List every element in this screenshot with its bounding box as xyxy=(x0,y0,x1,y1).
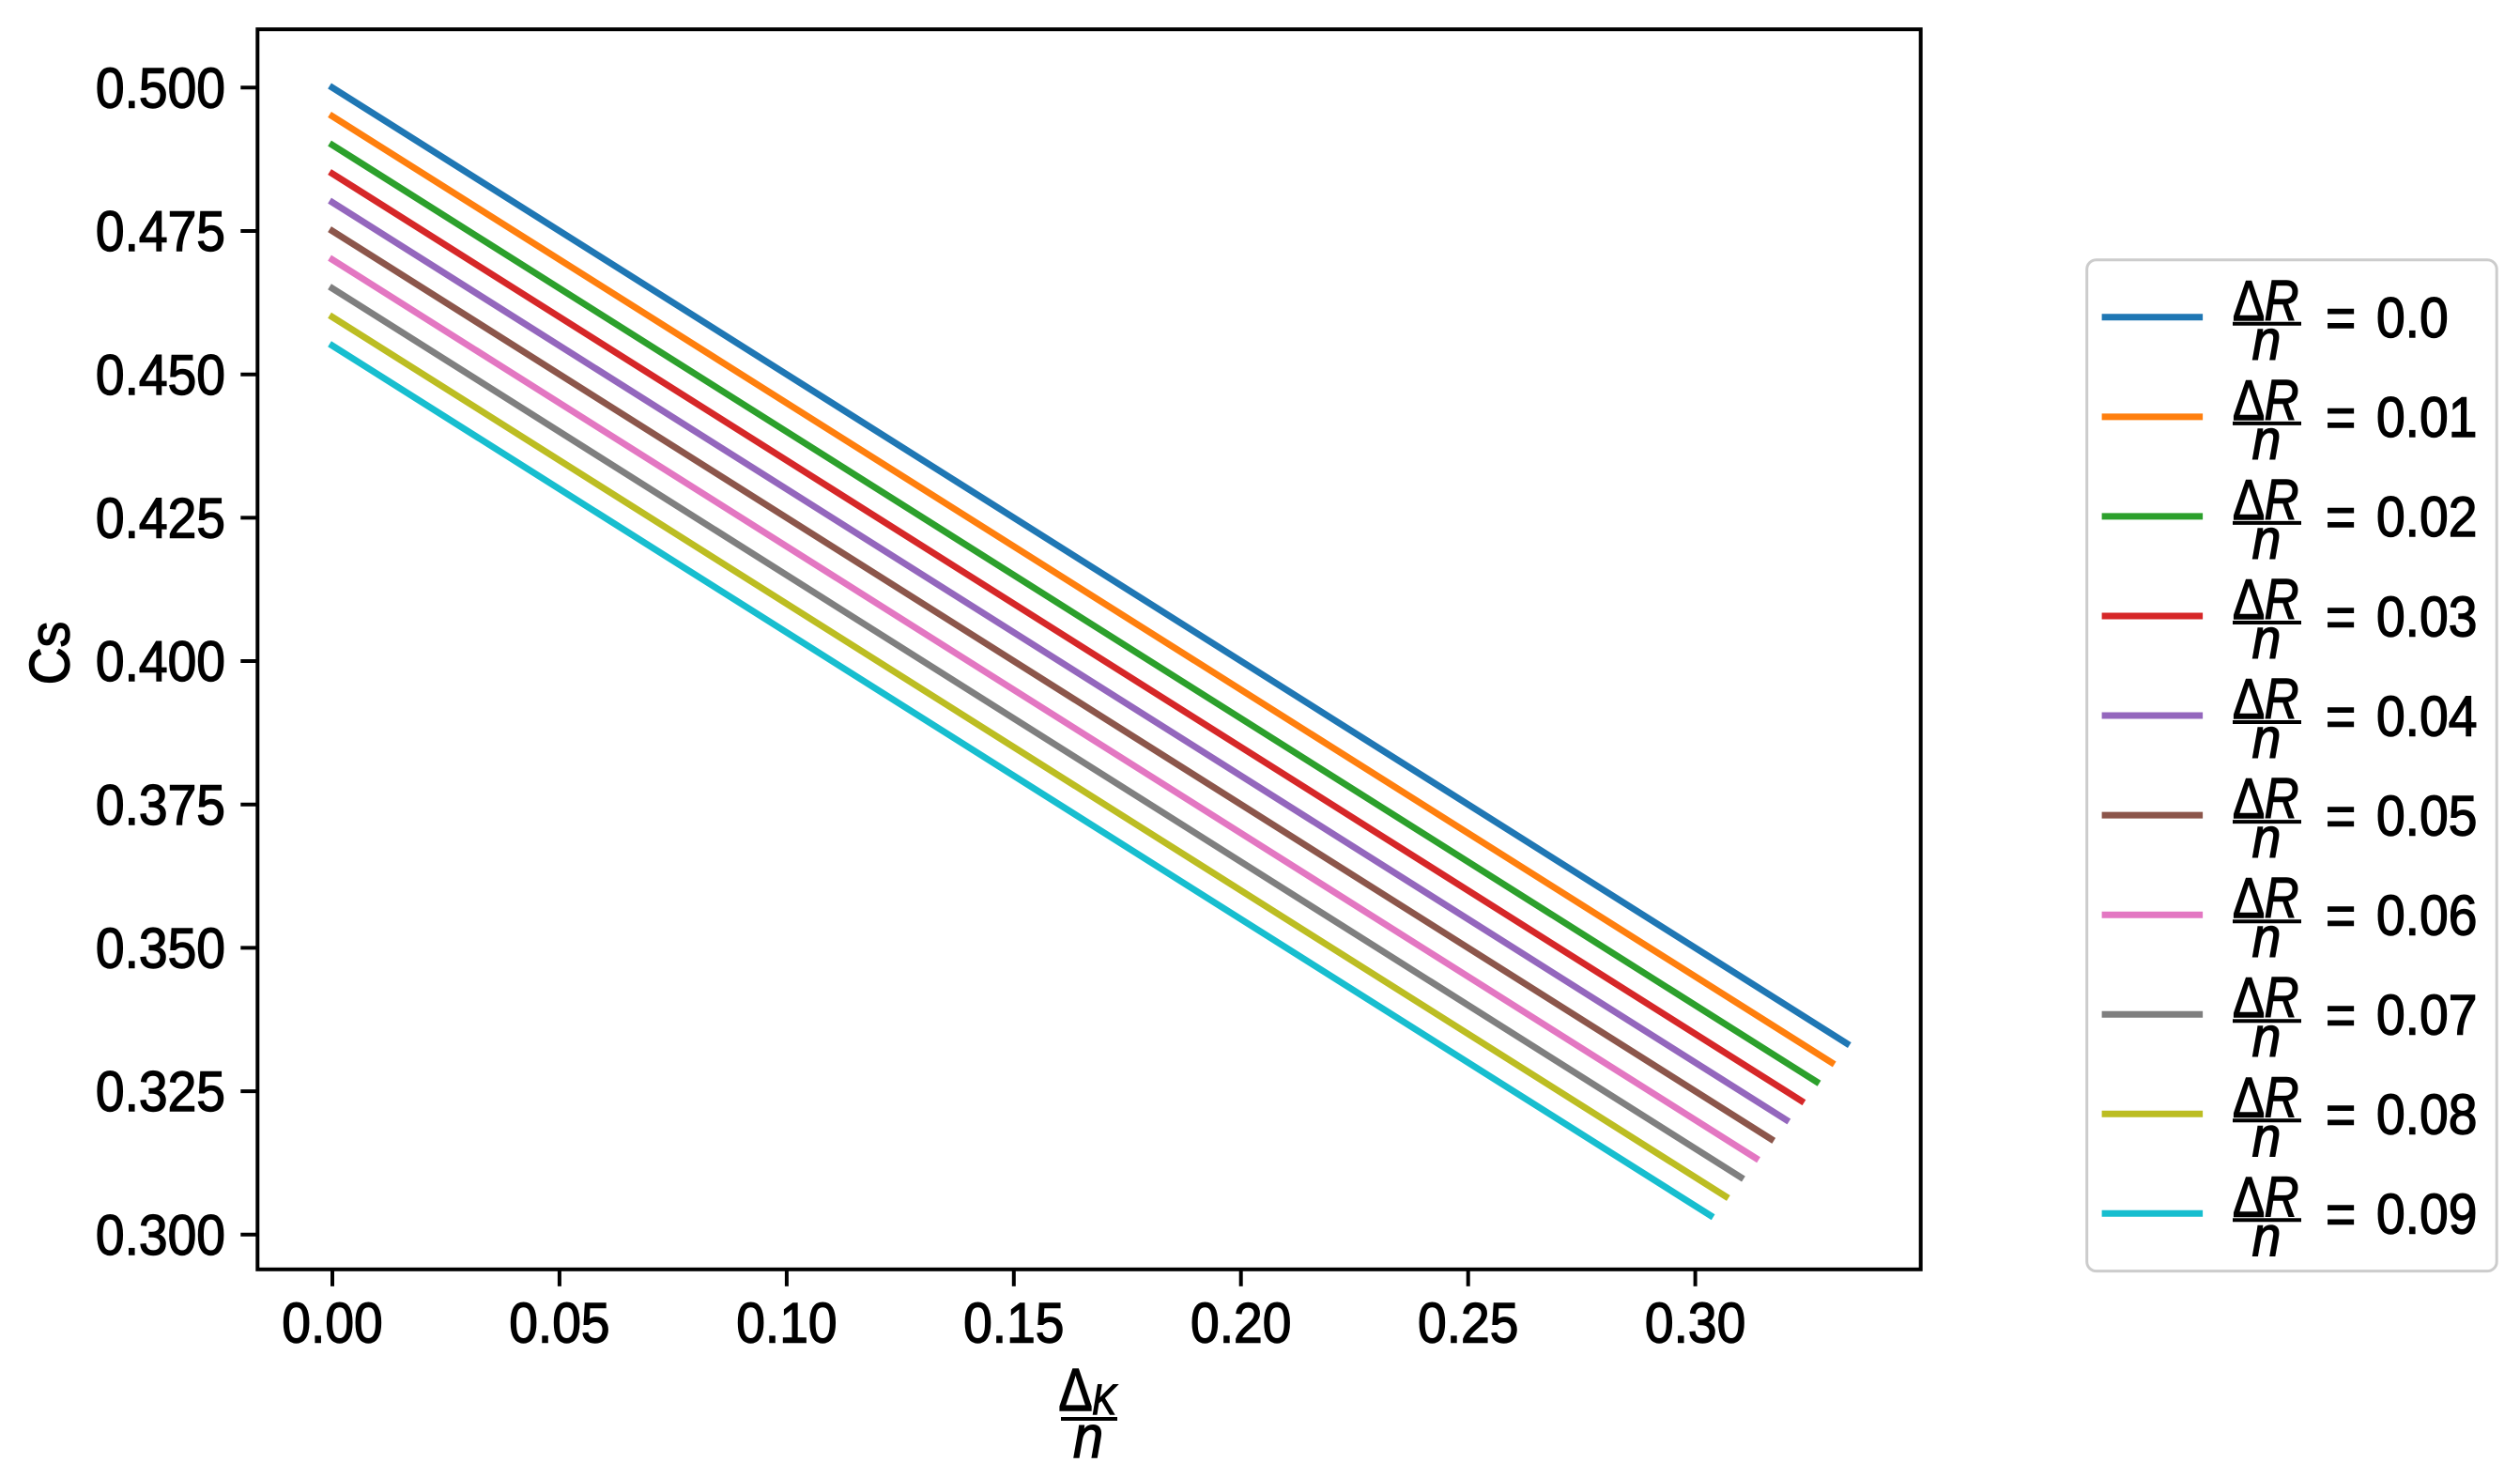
svg-text:0.04: 0.04 xyxy=(2376,685,2477,748)
svg-text:0.09: 0.09 xyxy=(2376,1184,2477,1247)
svg-text:n: n xyxy=(2252,1007,2282,1070)
svg-text:0.350: 0.350 xyxy=(96,917,225,980)
svg-text:Δ: Δ xyxy=(1058,1356,1092,1424)
svg-text:0.05: 0.05 xyxy=(509,1292,609,1355)
svg-text:=: = xyxy=(2326,287,2356,350)
svg-text:0.500: 0.500 xyxy=(96,57,225,120)
svg-text:n: n xyxy=(2252,509,2282,572)
svg-text:K: K xyxy=(1092,1376,1117,1424)
svg-text:=: = xyxy=(2326,785,2356,848)
svg-text:0.02: 0.02 xyxy=(2376,486,2477,549)
svg-text:R: R xyxy=(2265,469,2299,531)
svg-text:0.25: 0.25 xyxy=(1418,1292,1518,1355)
svg-text:0.0: 0.0 xyxy=(2376,287,2449,350)
svg-text:Δ: Δ xyxy=(2233,966,2265,1029)
svg-text:n: n xyxy=(1073,1403,1103,1463)
svg-text:=: = xyxy=(2326,1184,2356,1247)
svg-text:0.01: 0.01 xyxy=(2376,387,2477,450)
svg-text:0.03: 0.03 xyxy=(2376,586,2477,649)
svg-text:0.10: 0.10 xyxy=(736,1292,837,1355)
svg-text:n: n xyxy=(2252,1106,2282,1169)
svg-text:0.375: 0.375 xyxy=(96,775,225,838)
svg-text:=: = xyxy=(2326,586,2356,649)
svg-text:n: n xyxy=(2252,310,2282,373)
svg-text:0.06: 0.06 xyxy=(2376,885,2477,947)
svg-text:0.30: 0.30 xyxy=(1645,1292,1745,1355)
svg-text:0.475: 0.475 xyxy=(96,201,225,264)
svg-text:0.425: 0.425 xyxy=(96,487,225,550)
svg-text:n: n xyxy=(2252,907,2282,970)
svg-text:n: n xyxy=(2252,409,2282,472)
svg-text:n: n xyxy=(2252,1206,2282,1269)
svg-text:n: n xyxy=(2252,808,2282,870)
svg-text:=: = xyxy=(2326,685,2356,748)
svg-text:n: n xyxy=(2252,708,2282,771)
svg-text:=: = xyxy=(2326,984,2356,1047)
svg-text:n: n xyxy=(2252,608,2282,671)
svg-text:Cs: Cs xyxy=(19,622,82,685)
svg-text:=: = xyxy=(2326,387,2356,450)
svg-text:0.07: 0.07 xyxy=(2376,984,2477,1047)
svg-text:0.05: 0.05 xyxy=(2376,785,2477,848)
svg-text:0.400: 0.400 xyxy=(96,631,225,694)
svg-text:=: = xyxy=(2326,1085,2356,1147)
svg-text:Δ: Δ xyxy=(2233,568,2265,631)
svg-text:0.08: 0.08 xyxy=(2376,1085,2477,1147)
svg-text:0.00: 0.00 xyxy=(282,1292,382,1355)
svg-text:0.325: 0.325 xyxy=(96,1061,225,1124)
svg-text:0.15: 0.15 xyxy=(963,1292,1064,1355)
svg-text:0.20: 0.20 xyxy=(1191,1292,1291,1355)
svg-text:=: = xyxy=(2326,885,2356,947)
svg-text:R: R xyxy=(2265,966,2299,1029)
svg-text:0.450: 0.450 xyxy=(96,345,225,408)
svg-text:=: = xyxy=(2326,486,2356,549)
svg-text:0.300: 0.300 xyxy=(96,1205,225,1268)
